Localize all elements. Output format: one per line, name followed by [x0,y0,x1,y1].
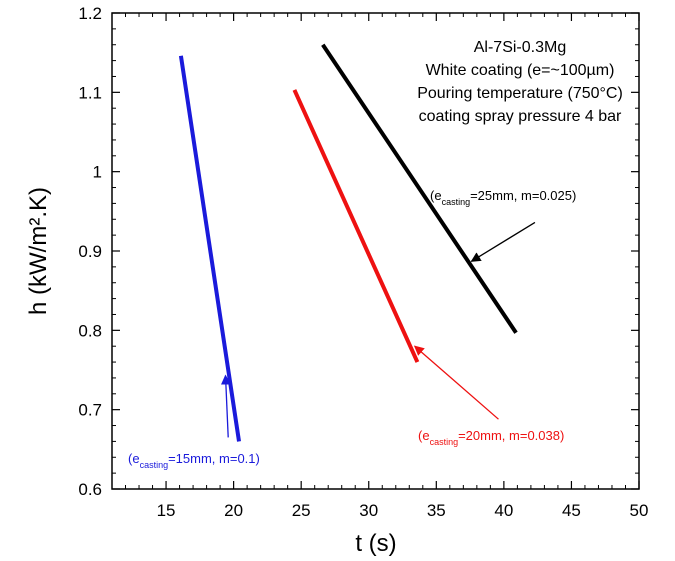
series-label-20mm-prefix: (e [418,428,430,443]
annotation-coating: White coating (e=~100µm) [426,62,615,79]
series-label-25mm: (ecasting=25mm, m=0.025) [430,188,576,207]
y-tick-label: 0.8 [78,321,102,340]
x-tick-label: 25 [292,501,311,520]
series-label-15mm-suffix: =15mm, m=0.1) [168,451,260,466]
annotation-pouring-temperature: Pouring temperature (750°C) [417,85,623,102]
series-label-20mm-subscript: casting [430,437,459,447]
series-arrow-25mm [470,221,536,262]
series-label-15mm: (ecasting=15mm, m=0.1) [128,451,260,470]
x-tick-label: 50 [630,501,649,520]
x-tick-label: 45 [562,501,581,520]
y-tick-label: 1 [93,163,102,182]
x-tick-label: 30 [359,501,378,520]
x-axis-label: t (s) [355,530,396,557]
svg-text:(ecasting=25mm, m=0.025): (ecasting=25mm, m=0.025) [430,188,576,207]
series-arrow-15mm [220,374,231,438]
y-tick-label: 0.9 [78,242,102,261]
annotation-alloy: Al-7Si-0.3Mg [474,39,566,56]
x-tick-label: 40 [494,501,513,520]
annotation-block: Al-7Si-0.3Mg White coating (e=~100µm) Po… [417,39,623,125]
series-label-20mm: (ecasting=20mm, m=0.038) [418,428,564,447]
annotation-spray-pressure: coating spray pressure 4 bar [419,108,622,125]
y-axis-label: h (kW/m².K) [25,187,52,315]
y-tick-label: 0.6 [78,480,102,499]
x-tick-label: 20 [224,501,243,520]
series-label-25mm-subscript: casting [442,197,471,207]
y-axis-ticks: 0.6 0.7 0.8 0.9 1 1.1 1.2 [78,4,639,499]
series-line-25mm [321,43,518,334]
y-tick-label: 1.1 [78,83,102,102]
x-tick-label: 15 [157,501,176,520]
series-line-20mm [292,89,420,363]
series-label-25mm-prefix: (e [430,188,442,203]
svg-text:(ecasting=15mm, m=0.1): (ecasting=15mm, m=0.1) [128,451,260,470]
y-tick-label: 0.7 [78,401,102,420]
x-axis-ticks: 15 20 25 30 35 40 45 50 [111,13,649,520]
svg-text:(ecasting=20mm, m=0.038): (ecasting=20mm, m=0.038) [418,428,564,447]
series-label-20mm-suffix: =20mm, m=0.038) [458,428,564,443]
series-label-25mm-suffix: =25mm, m=0.025) [470,188,576,203]
series-label-15mm-prefix: (e [128,451,140,466]
y-tick-label: 1.2 [78,4,102,23]
series-line-15mm [178,55,241,442]
x-tick-label: 35 [427,501,446,520]
series-label-15mm-subscript: casting [140,460,169,470]
series-layer [178,43,536,442]
series-arrow-20mm [413,345,499,420]
